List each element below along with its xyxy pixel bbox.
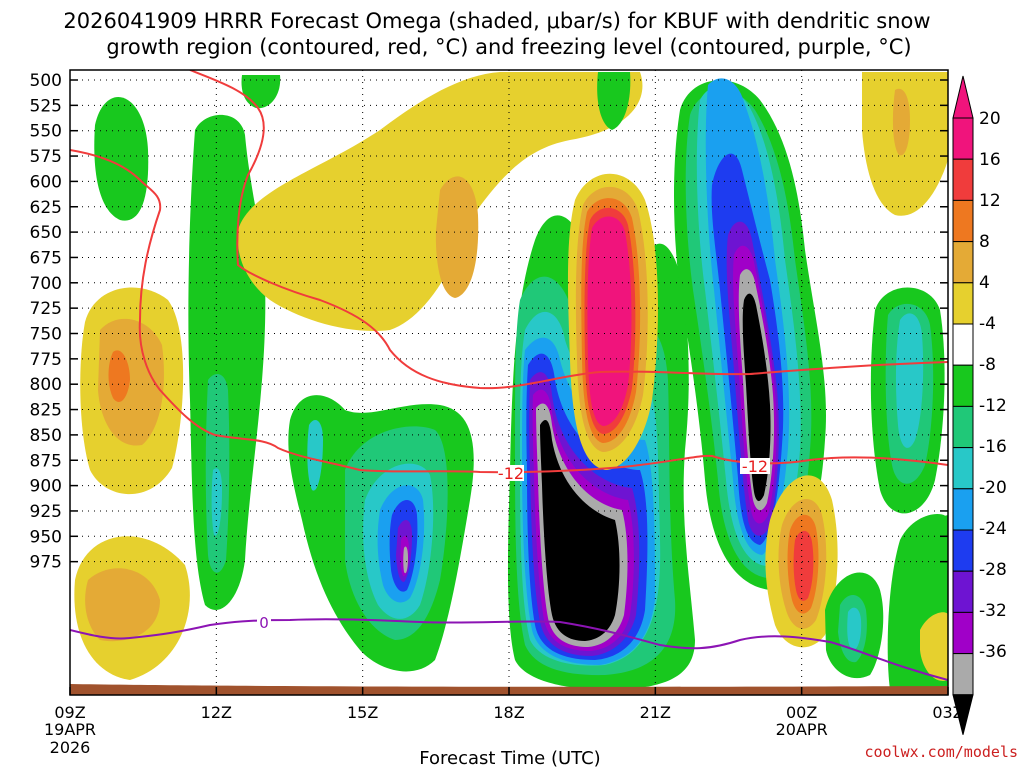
grid <box>70 70 948 695</box>
omega-cell <box>108 350 130 402</box>
colorbar-arrow-top <box>952 75 974 119</box>
omega-cell <box>930 515 948 581</box>
y-tick-label: 850 <box>30 426 62 446</box>
colorbar-label: 8 <box>979 232 990 252</box>
x-tick-date: 20APR <box>776 720 828 739</box>
colorbar-swatch <box>952 611 974 655</box>
freezing-level-line <box>70 618 948 681</box>
x-tick-label: 09Z <box>54 703 85 722</box>
y-tick-label: 600 <box>30 172 62 192</box>
colorbar-label: -20 <box>979 478 1007 498</box>
colorbar-label: 4 <box>979 273 990 293</box>
x-tick-label: 21Z <box>640 703 671 722</box>
omega-cell <box>892 88 910 156</box>
omega-cell <box>540 420 620 641</box>
colorbar-label: -32 <box>979 601 1007 621</box>
x-tick-year: 2026 <box>50 738 91 757</box>
y-tick-label: 775 <box>30 350 62 370</box>
y-tick-label: 550 <box>30 122 62 142</box>
omega-cell <box>307 420 323 491</box>
colorbar-swatch <box>952 117 974 160</box>
colorbar-swatch <box>952 364 974 407</box>
omega-cell <box>85 568 160 642</box>
colorbar-arrow-bottom <box>952 694 974 735</box>
omega-cell <box>847 607 862 650</box>
omega-cell <box>211 468 222 536</box>
y-tick-label: 575 <box>30 147 62 167</box>
colorbar-swatch <box>952 529 974 572</box>
y-tick-label: 675 <box>30 248 62 268</box>
y-tick-label: 950 <box>30 527 62 547</box>
colorbar-label: 12 <box>979 191 1001 211</box>
y-tick-label: 975 <box>30 553 62 573</box>
omega-cell <box>793 530 814 601</box>
omega-cell <box>742 293 771 502</box>
chart-title-line2: growth region (contoured, red, °C) and f… <box>106 35 911 59</box>
omega-cell <box>403 546 408 574</box>
x-tick-label: 18Z <box>493 703 524 722</box>
y-tick-label: 925 <box>30 502 62 522</box>
x-tick-label: 15Z <box>347 703 378 722</box>
contour-label-dendritic: -12 <box>498 464 524 483</box>
plot-area: -12 -12 0 <box>70 70 948 695</box>
colorbar-swatch <box>952 323 974 366</box>
colorbar-label: -24 <box>979 519 1007 539</box>
y-tick-label: 900 <box>30 477 62 497</box>
dendritic-contour-lines <box>70 70 948 474</box>
contour-label-freezing: 0 <box>259 614 269 632</box>
y-tick-label: 650 <box>30 223 62 243</box>
dendritic-contour-left <box>70 149 948 474</box>
colorbar-label: -28 <box>979 560 1007 580</box>
y-tick-label: 525 <box>30 96 62 116</box>
y-tick-label: 500 <box>30 71 62 91</box>
omega-cell <box>895 313 924 448</box>
colorbar-label: -4 <box>979 314 996 334</box>
credit-text: coolwx.com/models <box>864 743 1018 761</box>
colorbar-label: -12 <box>979 396 1007 416</box>
colorbar-label: 16 <box>979 150 1001 170</box>
colorbar-swatch <box>952 488 974 531</box>
colorbar-swatch <box>952 570 974 613</box>
y-tick-label: 800 <box>30 375 62 395</box>
omega-cell <box>597 72 631 130</box>
y-tick-label: 700 <box>30 274 62 294</box>
x-tick-label: 00Z <box>786 703 817 722</box>
x-tick-date: 19APR <box>44 720 96 739</box>
colorbar-label: -8 <box>979 355 996 375</box>
colorbar-swatch <box>952 405 974 449</box>
colorbar-label: 20 <box>979 109 1001 129</box>
colorbar-swatch <box>952 241 974 284</box>
colorbar-swatch <box>952 653 974 696</box>
colorbar-swatch <box>952 447 974 490</box>
y-tick-label: 625 <box>30 198 62 218</box>
omega-cell <box>920 612 948 681</box>
x-axis-title: Forecast Time (UTC) <box>419 748 600 768</box>
x-tick-label: 12Z <box>201 703 232 722</box>
omega-cell <box>435 176 479 298</box>
dendritic-contour-upper <box>189 70 948 390</box>
colorbar-swatch <box>952 282 974 325</box>
y-tick-label: 750 <box>30 325 62 345</box>
y-tick-label: 875 <box>30 451 62 471</box>
freezing-level-contour <box>70 618 948 681</box>
colorbar-swatch <box>952 158 974 201</box>
chart-title-line1: 2026041909 HRRR Forecast Omega (shaded, … <box>63 9 930 33</box>
y-tick-label: 825 <box>30 401 62 421</box>
omega-cell <box>98 318 164 446</box>
colorbar-label: -36 <box>979 642 1007 662</box>
y-axis: 500 525 550 575 600 625 650 675 700 725 750 775 800 8… <box>30 71 948 573</box>
omega-cell <box>94 97 149 221</box>
colorbar: 20 16 12 8 4 -4 -8 -12 -16 -20 -24 -28 -32 -36 <box>952 75 1007 735</box>
contour-label-dendritic: -12 <box>742 457 768 476</box>
omega-cell <box>587 216 632 426</box>
colorbar-label: -16 <box>979 437 1007 457</box>
y-tick-label: 725 <box>30 299 62 319</box>
contour-labels: -12 -12 0 <box>257 457 770 632</box>
colorbar-swatch <box>952 199 974 243</box>
